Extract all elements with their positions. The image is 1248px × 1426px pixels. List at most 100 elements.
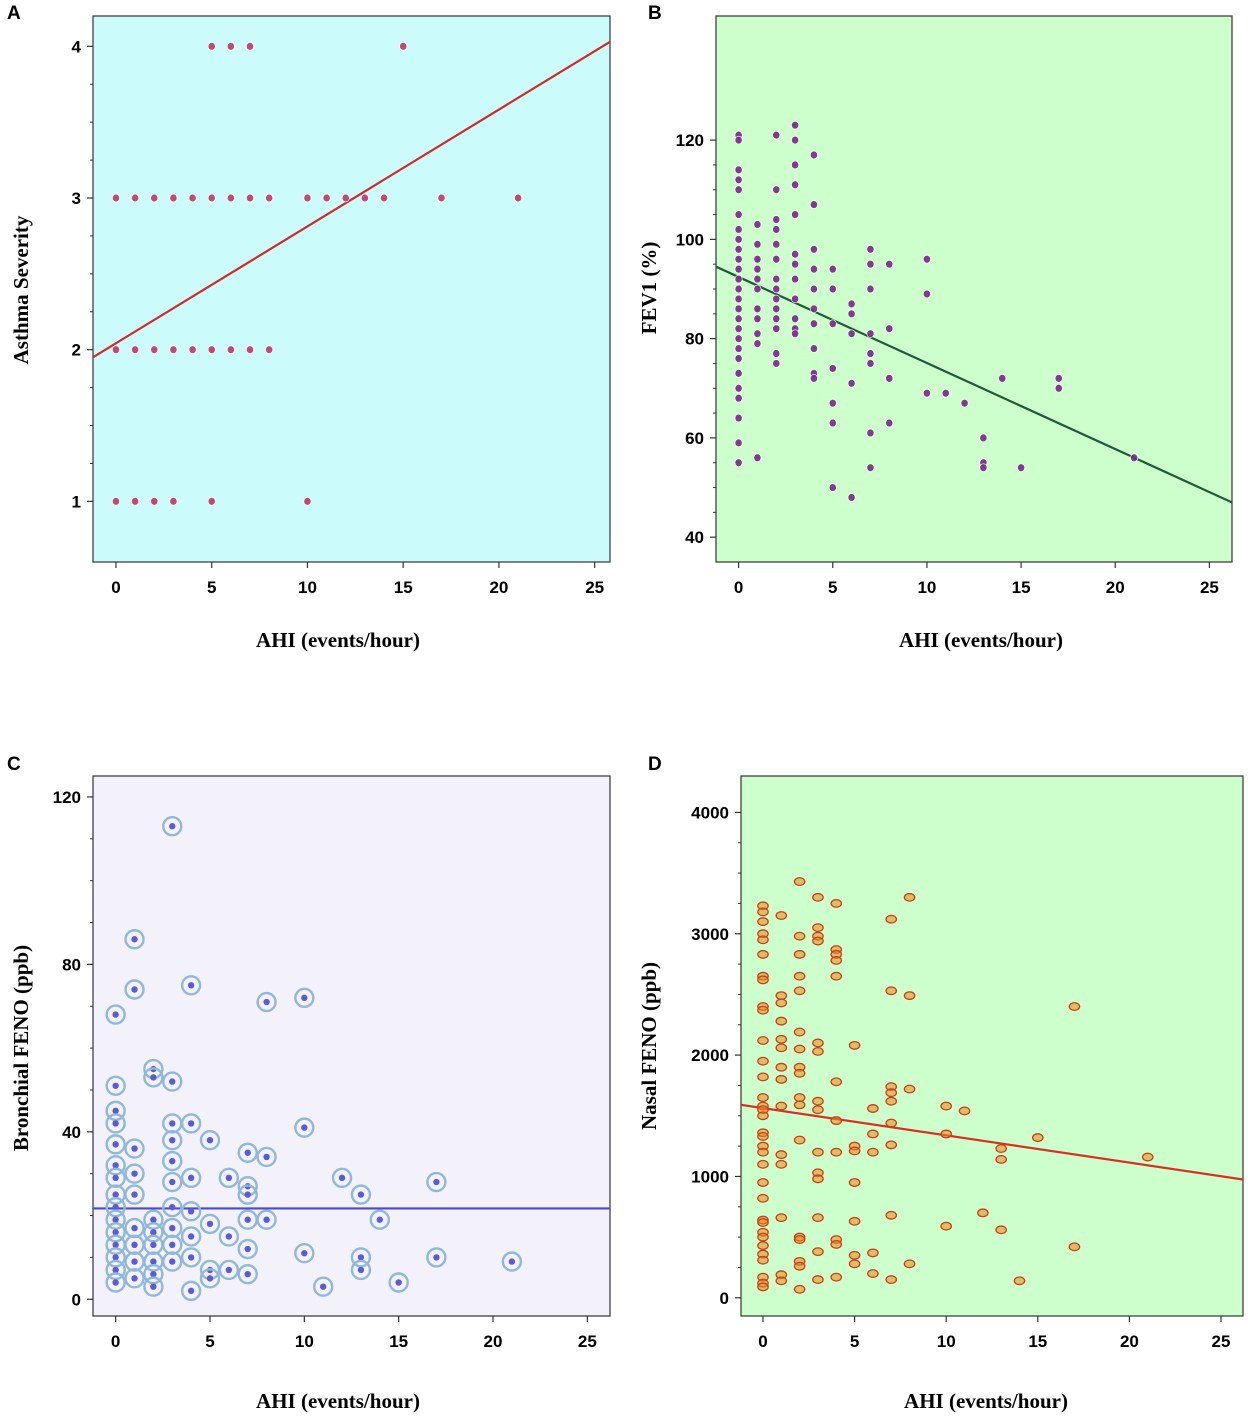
panel-d-data-point [757, 935, 769, 945]
panel-b-data-point [810, 150, 818, 160]
panel-d-data-point [757, 1232, 769, 1242]
panel-b-data-point [734, 235, 743, 244]
panel-c-y-tick-label: 80 [62, 955, 81, 974]
panel-d-data-point [793, 1261, 806, 1271]
panel-b-data-point [1017, 463, 1025, 472]
panel-b-data-point [772, 314, 781, 323]
panel-b-y-tick-label: 40 [685, 528, 704, 547]
panel-a-data-point [265, 193, 274, 203]
panel-b-data-point [753, 339, 762, 348]
panel-d-data-point [757, 1193, 769, 1203]
panel-b-data-point [753, 240, 762, 249]
panel-a-y-tick-label: 4 [72, 37, 82, 56]
panel-d-ticks: 0 5 10 15 20 25 0 1000 2000 3000 4000 [691, 803, 1230, 1351]
panel-d-data-point [885, 1140, 898, 1150]
panel-d-data-point [775, 911, 788, 921]
panel-c-data-point [294, 987, 315, 1009]
panel-d-data-point [867, 1129, 879, 1139]
panel-d-data-point [1013, 1276, 1026, 1286]
panel-b-y-tick-label: 120 [676, 131, 704, 150]
panel-a-data-point [112, 497, 120, 506]
panel-b-data-point [828, 284, 837, 294]
panel-d-data-point [1031, 1133, 1044, 1143]
panel-c-data-point [162, 816, 183, 837]
panel-b-data-point [734, 354, 743, 363]
panel-a-data-point [150, 193, 159, 203]
panel-d-data-point [1068, 1002, 1081, 1012]
panel-b-data-point [866, 463, 875, 472]
panel-b-data-point [734, 394, 743, 403]
panel-b-data-point [998, 374, 1007, 383]
panel-d-y-tick-label: 0 [720, 1289, 729, 1308]
panel-c-data-point [350, 1247, 372, 1268]
panel-b-data-point [1054, 384, 1063, 393]
panel-d-data-point [757, 1036, 769, 1045]
panel-a-data-point [150, 497, 159, 506]
panel-b-data-point [866, 349, 875, 358]
panel-b-data-point [828, 364, 837, 373]
panel-b-data-point [772, 349, 781, 358]
panel-b-data-point [772, 359, 781, 368]
panel-c-data-point [218, 1226, 240, 1247]
panel-b-data-point [734, 294, 743, 304]
panel-c-data-point [124, 1163, 145, 1184]
panel-d-data-point [830, 971, 843, 981]
panel-d-data-point [885, 1096, 898, 1106]
panel-c-data-point [105, 1259, 126, 1281]
panel-b-data-point [753, 255, 762, 264]
panel-d-data-point [885, 914, 898, 924]
panel-b-data-point [734, 264, 743, 274]
panel-b-data-point [866, 284, 875, 294]
panel-b-data-point [847, 329, 856, 338]
panel-c-data-point [143, 1263, 164, 1285]
panel-b-regression-line [716, 265, 1232, 504]
panel-d-data-point [793, 986, 806, 996]
panel-b-data-point [791, 259, 799, 269]
panel-b-label: B [648, 3, 662, 24]
panel-b-data-point [866, 245, 875, 254]
panel-a-y-tick-label: 3 [72, 189, 81, 208]
panel-b-data-point [753, 284, 762, 294]
panel-d-data-point [903, 1084, 916, 1094]
panel-d-marks [741, 877, 1243, 1294]
panel-b-data-point [734, 175, 743, 185]
panel-d-x-tick-label: 10 [937, 1332, 956, 1351]
panel-c-data-point [180, 1247, 202, 1268]
panel-b-data-point [734, 225, 743, 234]
panel-b-data-point [734, 135, 743, 145]
panel-c-data-point [124, 1268, 145, 1289]
panel-d: D 0 5 10 15 20 25 0 1000 2000 3000 4000 AHI (event… [637, 754, 1244, 1413]
panel-c-data-point [162, 1251, 183, 1272]
panel-a-data-point [131, 497, 140, 506]
panel-a-data-point [246, 42, 254, 51]
panel-c-data-point [218, 1259, 240, 1281]
panel-d-data-point [848, 1259, 861, 1269]
panel-b-data-point [810, 344, 818, 353]
panel-c-data-point [105, 1004, 126, 1025]
panel-b-data-point [772, 274, 781, 284]
panel-a-data-point [207, 42, 216, 51]
panel-a-data-point [303, 497, 312, 506]
panel-a-data-point [341, 193, 350, 203]
panel-d-data-point [775, 998, 788, 1008]
panel-d-data-point [830, 898, 843, 908]
panel-c-x-tick-label: 15 [389, 1332, 408, 1351]
panel-b-data-point [810, 200, 818, 209]
panel-c-data-point [180, 1226, 202, 1247]
panel-a-x-axis-title: AHI (events/hour) [256, 628, 420, 652]
panel-d-regression-line [741, 1103, 1243, 1181]
panel-d-x-tick-label: 0 [758, 1332, 767, 1351]
panel-d-data-point [775, 1016, 788, 1026]
panel-b-data-point [734, 274, 743, 284]
panel-c-data-point [124, 1138, 145, 1159]
panel-b-data-point [753, 264, 762, 274]
panel-c-data-point [162, 1150, 183, 1172]
panel-c-x-tick-label: 0 [111, 1332, 120, 1351]
panel-b-data-point [828, 483, 837, 492]
panel-a-data-point [207, 345, 216, 354]
panel-b-data-point [923, 389, 931, 398]
panel-b-x-tick-label: 5 [828, 578, 837, 597]
panel-b-data-point [734, 284, 743, 294]
panel-d-data-point [885, 1088, 898, 1098]
panel-c-data-point [162, 1071, 183, 1092]
